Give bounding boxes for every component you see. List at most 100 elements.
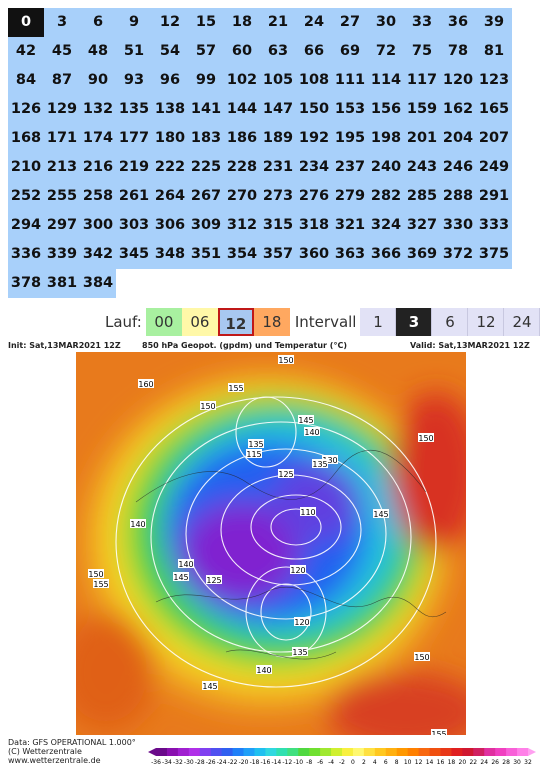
- run-button[interactable]: 00: [145, 308, 182, 336]
- forecast-hour[interactable]: 234: [296, 153, 332, 182]
- forecast-hour[interactable]: 381: [44, 269, 80, 298]
- forecast-hour[interactable]: 42: [8, 37, 44, 66]
- forecast-hour[interactable]: 297: [44, 211, 80, 240]
- forecast-hour[interactable]: 126: [8, 95, 44, 124]
- forecast-hour[interactable]: 276: [296, 182, 332, 211]
- forecast-hour[interactable]: 120: [440, 66, 476, 95]
- forecast-hour[interactable]: 138: [152, 95, 188, 124]
- forecast-hour[interactable]: 291: [476, 182, 512, 211]
- forecast-hour[interactable]: 360: [296, 240, 332, 269]
- forecast-hour[interactable]: 306: [152, 211, 188, 240]
- forecast-hour[interactable]: 285: [404, 182, 440, 211]
- forecast-hour[interactable]: 267: [188, 182, 224, 211]
- forecast-hour[interactable]: 141: [188, 95, 224, 124]
- forecast-hour[interactable]: 240: [368, 153, 404, 182]
- forecast-hour[interactable]: 117: [404, 66, 440, 95]
- forecast-hour[interactable]: 216: [80, 153, 116, 182]
- forecast-hour[interactable]: 96: [152, 66, 188, 95]
- forecast-hour[interactable]: 21: [260, 8, 296, 37]
- forecast-hour[interactable]: 78: [440, 37, 476, 66]
- forecast-hour[interactable]: 357: [260, 240, 296, 269]
- interval-button[interactable]: 6: [432, 308, 469, 336]
- forecast-hour[interactable]: 204: [440, 124, 476, 153]
- forecast-hour[interactable]: 129: [44, 95, 80, 124]
- forecast-hour[interactable]: 264: [152, 182, 188, 211]
- forecast-hour[interactable]: 231: [260, 153, 296, 182]
- forecast-hour[interactable]: 342: [80, 240, 116, 269]
- forecast-hour[interactable]: 54: [152, 37, 188, 66]
- forecast-hour[interactable]: 243: [404, 153, 440, 182]
- forecast-hour[interactable]: 168: [8, 124, 44, 153]
- forecast-hour[interactable]: 312: [224, 211, 260, 240]
- interval-button[interactable]: 3: [396, 308, 433, 336]
- forecast-hour[interactable]: 9: [116, 8, 152, 37]
- forecast-hour[interactable]: 48: [80, 37, 116, 66]
- forecast-hour[interactable]: 249: [476, 153, 512, 182]
- forecast-hour[interactable]: 363: [332, 240, 368, 269]
- forecast-hour[interactable]: 189: [260, 124, 296, 153]
- forecast-hour[interactable]: 330: [440, 211, 476, 240]
- forecast-hour[interactable]: 84: [8, 66, 44, 95]
- forecast-hour[interactable]: 69: [332, 37, 368, 66]
- forecast-hour[interactable]: 0: [8, 8, 44, 37]
- forecast-hour[interactable]: 30: [368, 8, 404, 37]
- forecast-hour[interactable]: 180: [152, 124, 188, 153]
- forecast-hour[interactable]: 159: [404, 95, 440, 124]
- forecast-hour[interactable]: 150: [296, 95, 332, 124]
- forecast-hour[interactable]: 3: [44, 8, 80, 37]
- interval-button[interactable]: 1: [360, 308, 397, 336]
- forecast-hour[interactable]: 51: [116, 37, 152, 66]
- forecast-hour[interactable]: 156: [368, 95, 404, 124]
- forecast-hour[interactable]: 45: [44, 37, 80, 66]
- forecast-hour[interactable]: 348: [152, 240, 188, 269]
- forecast-hour[interactable]: 255: [44, 182, 80, 211]
- forecast-hour[interactable]: 114: [368, 66, 404, 95]
- forecast-hour[interactable]: 294: [8, 211, 44, 240]
- forecast-hour[interactable]: 228: [224, 153, 260, 182]
- forecast-hour[interactable]: 174: [80, 124, 116, 153]
- forecast-hour[interactable]: 315: [260, 211, 296, 240]
- forecast-hour[interactable]: 36: [440, 8, 476, 37]
- forecast-hour[interactable]: 288: [440, 182, 476, 211]
- forecast-hour[interactable]: 144: [224, 95, 260, 124]
- forecast-hour[interactable]: 321: [332, 211, 368, 240]
- forecast-hour[interactable]: 18: [224, 8, 260, 37]
- forecast-hour[interactable]: 57: [188, 37, 224, 66]
- forecast-hour[interactable]: 378: [8, 269, 44, 298]
- forecast-hour[interactable]: 153: [332, 95, 368, 124]
- forecast-hour[interactable]: 384: [80, 269, 116, 298]
- forecast-hour[interactable]: 147: [260, 95, 296, 124]
- forecast-hour[interactable]: 123: [476, 66, 512, 95]
- forecast-hour[interactable]: 72: [368, 37, 404, 66]
- forecast-hour[interactable]: 162: [440, 95, 476, 124]
- forecast-hour[interactable]: 300: [80, 211, 116, 240]
- forecast-hour[interactable]: 198: [368, 124, 404, 153]
- forecast-hour[interactable]: 333: [476, 211, 512, 240]
- forecast-hour[interactable]: 282: [368, 182, 404, 211]
- forecast-hour[interactable]: 195: [332, 124, 368, 153]
- forecast-hour[interactable]: 225: [188, 153, 224, 182]
- forecast-hour[interactable]: 222: [152, 153, 188, 182]
- forecast-hour[interactable]: 327: [404, 211, 440, 240]
- forecast-hour[interactable]: 246: [440, 153, 476, 182]
- forecast-hour[interactable]: 201: [404, 124, 440, 153]
- forecast-hour[interactable]: 318: [296, 211, 332, 240]
- run-button[interactable]: 18: [253, 308, 290, 336]
- forecast-hour[interactable]: 237: [332, 153, 368, 182]
- forecast-hour[interactable]: 75: [404, 37, 440, 66]
- forecast-hour[interactable]: 279: [332, 182, 368, 211]
- forecast-hour[interactable]: 375: [476, 240, 512, 269]
- forecast-hour[interactable]: 81: [476, 37, 512, 66]
- forecast-hour[interactable]: 258: [80, 182, 116, 211]
- forecast-hour[interactable]: 105: [260, 66, 296, 95]
- forecast-hour[interactable]: 372: [440, 240, 476, 269]
- forecast-hour[interactable]: 261: [116, 182, 152, 211]
- forecast-hour[interactable]: 339: [44, 240, 80, 269]
- forecast-hour[interactable]: 369: [404, 240, 440, 269]
- forecast-hour[interactable]: 336: [8, 240, 44, 269]
- forecast-hour[interactable]: 309: [188, 211, 224, 240]
- forecast-hour[interactable]: 24: [296, 8, 332, 37]
- forecast-hour[interactable]: 132: [80, 95, 116, 124]
- forecast-hour[interactable]: 99: [188, 66, 224, 95]
- forecast-hour[interactable]: 60: [224, 37, 260, 66]
